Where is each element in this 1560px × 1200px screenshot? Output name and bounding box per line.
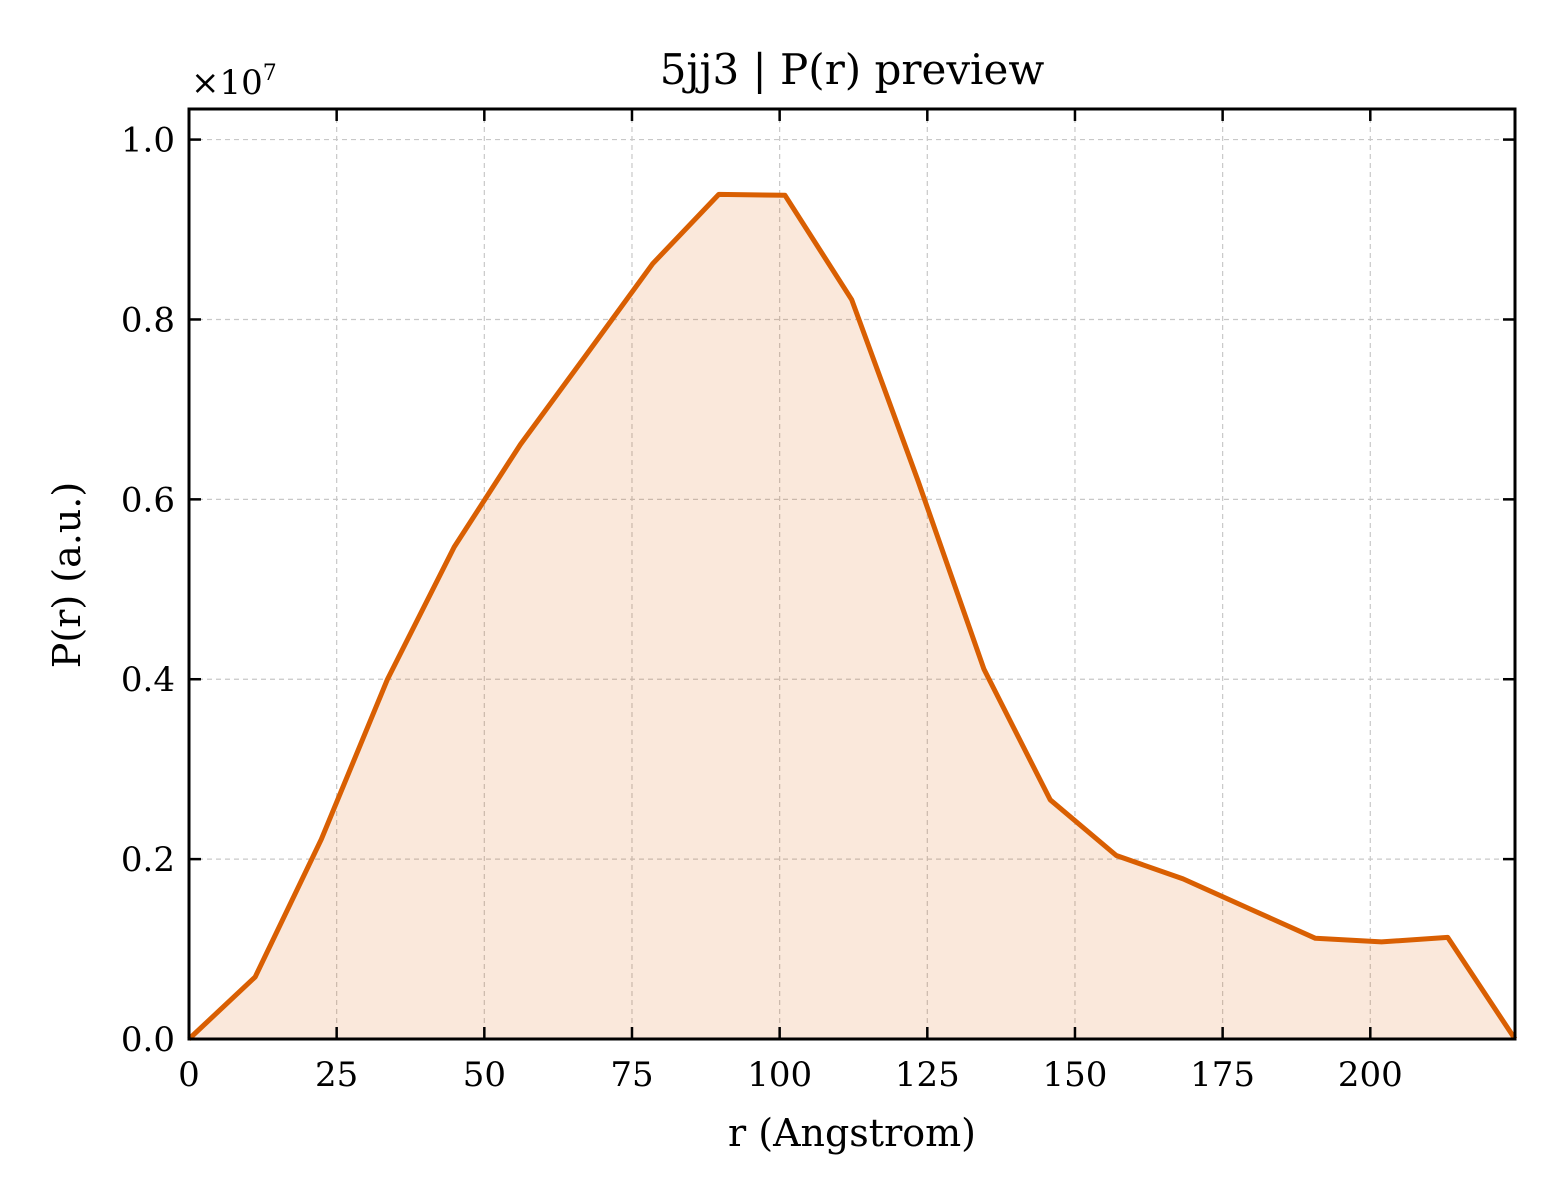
x-tick-label: 0 [178, 1055, 200, 1095]
y-tick-label: 1.0 [121, 121, 175, 161]
series-line [187, 191, 1518, 1041]
x-tick-label: 100 [747, 1055, 812, 1095]
y-axis: 0.0 0.2 0.4 0.6 0.8 1.0 [121, 121, 1515, 1060]
chart-title: 5jj3 | P(r) preview [660, 45, 1045, 94]
x-axis: 0 25 50 75 100 125 150 175 200 [178, 109, 1403, 1095]
x-tick-label: 50 [463, 1055, 506, 1095]
y-tick-label: 0.8 [121, 300, 175, 340]
y-tick-label: 0.6 [121, 480, 175, 520]
y-multiplier-exponent: 7 [263, 61, 277, 86]
y-tick-label: 0.0 [121, 1020, 175, 1060]
series-area-fill [189, 194, 1515, 1039]
y-multiplier-base: ×10 [191, 63, 263, 103]
x-tick-label: 200 [1338, 1055, 1403, 1095]
grid-lines [189, 109, 1515, 1039]
x-axis-label: r (Angstrom) [728, 1111, 976, 1155]
x-tick-label: 125 [895, 1055, 960, 1095]
y-tick-label: 0.2 [121, 840, 175, 880]
x-tick-label: 25 [315, 1055, 358, 1095]
x-tick-label: 150 [1043, 1055, 1108, 1095]
plot-frame [187, 107, 1517, 1041]
y-axis-label: P(r) (a.u.) [45, 482, 89, 668]
y-tick-label: 0.4 [121, 660, 175, 700]
x-tick-label: 175 [1190, 1055, 1255, 1095]
x-tick-label: 75 [610, 1055, 653, 1095]
y-multiplier-label: ×107 [191, 61, 277, 103]
